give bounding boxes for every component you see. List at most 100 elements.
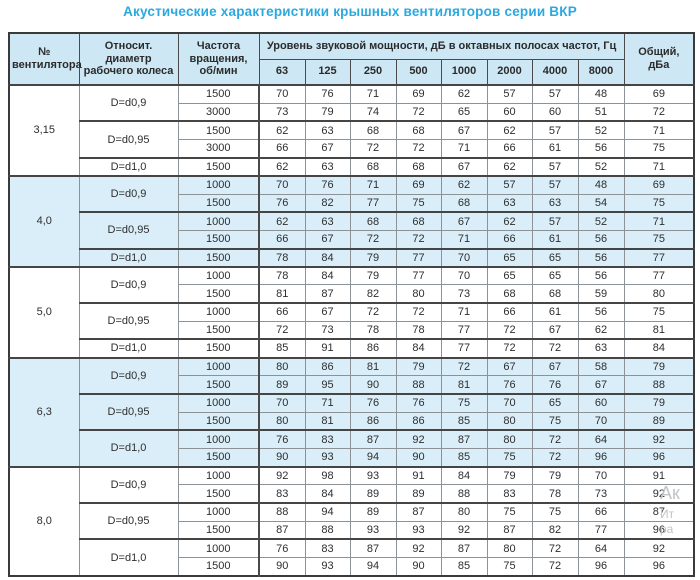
octave-value-cell: 57: [486, 83, 533, 104]
octave-value-cell: 77: [577, 520, 625, 540]
octave-value-cell: 72: [531, 338, 579, 359]
speed-cell: 1000: [177, 429, 260, 449]
total-dba-cell: 69: [623, 174, 695, 195]
octave-value-cell: 84: [304, 265, 351, 286]
table-row: D=d1,0 1000 76 83 87 92 87 80 72 64 92: [9, 538, 695, 577]
table-row: D=d0,95 1000 62 63 68 68 67 62 57 52 71: [9, 211, 695, 250]
total-dba-cell: 77: [623, 247, 695, 268]
octave-band-label: 2000: [486, 58, 533, 86]
table-row: 1500 72 73 78 78 77 72 67 62 81: [9, 320, 695, 340]
octave-value-cell: 62: [486, 156, 533, 177]
octave-value-cell: 56: [577, 265, 625, 286]
octave-value-cell: 80: [258, 356, 306, 377]
speed-cell: 1500: [177, 338, 260, 359]
octave-value-cell: 88: [258, 501, 306, 522]
octave-value-cell: 57: [531, 156, 579, 177]
total-dba-cell: 75: [623, 139, 695, 159]
octave-value-cell: 86: [349, 338, 397, 359]
octave-value-cell: 72: [349, 302, 397, 322]
table-row: 1500 66 67 72 72 71 66 61 56 75: [9, 229, 695, 250]
octave-value-cell: 67: [577, 375, 625, 395]
table-row: 4,0 D=d0,9 1000 70 76 71 69 62 57 57 48 69: [8, 174, 695, 268]
octave-value-cell: 54: [577, 193, 625, 213]
fan-number-cell: 4,0: [8, 174, 80, 268]
table-row: 1500 87 88 93 93 92 87 82 77 96: [9, 520, 695, 540]
octave-value-cell: 72: [395, 139, 442, 159]
octave-value-cell: 78: [531, 484, 579, 504]
octave-value-cell: 73: [304, 320, 351, 340]
octave-value-cell: 62: [258, 156, 306, 177]
octave-band-label: 8000: [577, 58, 625, 86]
diameter-cell: D=d0,9: [78, 265, 179, 304]
octave-value-cell: 90: [258, 447, 306, 468]
octave-value-cell: 90: [395, 556, 442, 577]
octave-value-cell: 65: [531, 247, 579, 268]
speed-cell: 1000: [177, 265, 260, 286]
octave-value-cell: 89: [349, 501, 397, 522]
octave-value-cell: 59: [577, 284, 625, 304]
octave-value-cell: 72: [349, 139, 397, 159]
octave-value-cell: 92: [395, 538, 442, 558]
total-dba-cell: 77: [623, 265, 695, 286]
octave-value-cell: 93: [395, 520, 442, 540]
table-row: D=d0,95 1000 66 67 72 72 71 66 61 56 75: [9, 302, 695, 340]
octave-value-cell: 62: [486, 211, 533, 231]
octave-value-cell: 90: [258, 556, 306, 577]
octave-value-cell: 96: [577, 556, 625, 577]
acoustic-characteristics-table: № вентилятора Относит. диаметр рабочего …: [8, 32, 696, 577]
table-body: 3,15 D=d0,9 1500 70 76 71 69 62 57 57 48 69 3000 73 79…: [8, 83, 695, 577]
octave-value-cell: 51: [577, 102, 625, 122]
octave-value-cell: 72: [395, 229, 442, 250]
octave-value-cell: 90: [349, 375, 397, 395]
speed-cell: 1000: [177, 538, 260, 558]
octave-value-cell: 58: [577, 356, 625, 377]
diameter-cell: D=d0,95: [78, 120, 179, 159]
table-row: D=d0,95 1000 88 94 89 87 80 75 75 66 87: [9, 501, 695, 540]
octave-value-cell: 57: [531, 174, 579, 195]
octave-value-cell: 70: [577, 465, 625, 486]
octave-value-cell: 85: [440, 556, 488, 577]
octave-value-cell: 92: [258, 465, 306, 486]
speed-cell: 1500: [177, 447, 260, 468]
octave-value-cell: 77: [440, 338, 488, 359]
octave-value-cell: 82: [349, 284, 397, 304]
speed-cell: 1000: [177, 501, 260, 522]
octave-value-cell: 68: [349, 120, 397, 141]
col-header-fan-number: № вентилятора: [8, 32, 82, 86]
total-dba-cell: 92: [623, 429, 695, 449]
octave-value-cell: 52: [577, 156, 625, 177]
diameter-cell: D=d0,9: [78, 83, 179, 122]
octave-value-cell: 72: [395, 302, 442, 322]
octave-value-cell: 93: [304, 556, 351, 577]
table-header: № вентилятора Относит. диаметр рабочего …: [8, 32, 695, 86]
octave-value-cell: 72: [531, 556, 579, 577]
octave-value-cell: 79: [531, 465, 579, 486]
octave-value-cell: 88: [440, 484, 488, 504]
total-dba-cell: 75: [623, 229, 695, 250]
octave-value-cell: 76: [258, 193, 306, 213]
octave-value-cell: 85: [258, 338, 306, 359]
octave-value-cell: 56: [577, 139, 625, 159]
diameter-cell: D=d1,0: [78, 247, 179, 268]
total-dba-cell: 71: [623, 211, 695, 231]
octave-value-cell: 89: [395, 484, 442, 504]
speed-cell: 1000: [177, 356, 260, 377]
octave-value-cell: 70: [440, 265, 488, 286]
octave-value-cell: 76: [395, 392, 442, 413]
fan-number-cell: 6,3: [8, 356, 80, 468]
octave-value-cell: 86: [395, 411, 442, 431]
total-dba-cell: 72: [623, 102, 695, 122]
octave-value-cell: 63: [304, 211, 351, 231]
diameter-cell: D=d0,95: [78, 392, 179, 431]
fan-number-cell: 8,0: [8, 465, 80, 577]
octave-value-cell: 67: [304, 302, 351, 322]
octave-value-cell: 91: [395, 465, 442, 486]
fan-number-cell: 5,0: [8, 265, 80, 359]
octave-value-cell: 48: [577, 83, 625, 104]
table-row: D=d1,0 1000 76 83 87 92 87 80 72 64 92: [9, 429, 695, 468]
octave-value-cell: 75: [486, 501, 533, 522]
octave-value-cell: 94: [349, 447, 397, 468]
octave-value-cell: 77: [395, 247, 442, 268]
octave-value-cell: 94: [304, 501, 351, 522]
